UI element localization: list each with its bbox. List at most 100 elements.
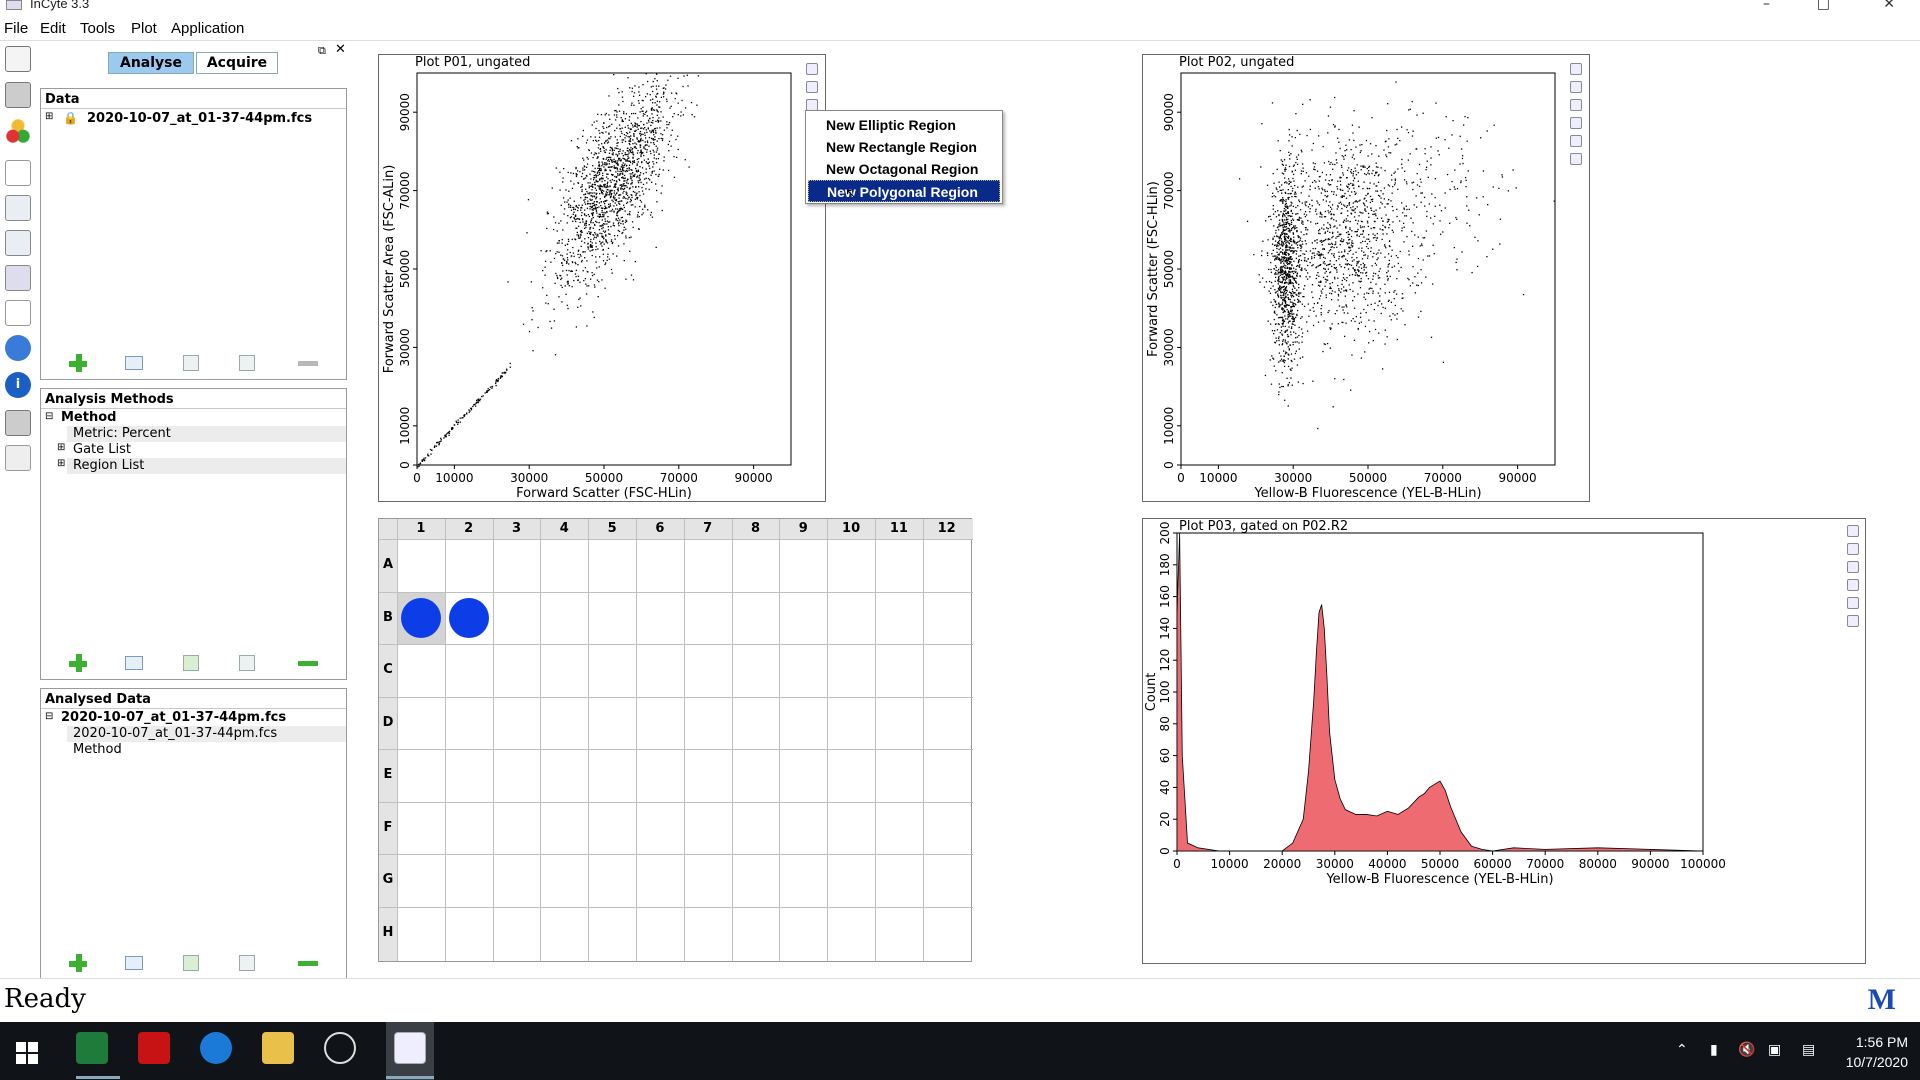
well-F3[interactable]	[494, 803, 541, 855]
region-list-item[interactable]: Region List	[73, 458, 145, 473]
well-B5[interactable]	[589, 593, 636, 645]
well-C10[interactable]	[828, 645, 875, 697]
color-icon[interactable]	[1847, 561, 1859, 573]
well-G5[interactable]	[589, 855, 636, 907]
edge-browser-icon[interactable]	[200, 1032, 232, 1064]
analysed-file-item[interactable]: 2020-10-07_at_01-37-44pm.fcs	[61, 710, 287, 725]
minimize-icon[interactable]: –	[1763, 0, 1770, 12]
well-G12[interactable]	[924, 855, 971, 907]
row-header[interactable]: G	[382, 872, 394, 888]
well-B11[interactable]	[876, 593, 923, 645]
well-E12[interactable]	[924, 750, 971, 802]
well-C5[interactable]	[589, 645, 636, 697]
metric-row[interactable]	[67, 426, 346, 442]
well-H12[interactable]	[924, 908, 971, 960]
well-D4[interactable]	[541, 698, 588, 750]
well-A8[interactable]	[733, 540, 780, 592]
well-H7[interactable]	[685, 908, 732, 960]
collapse-icon[interactable]: ⊟	[45, 711, 54, 722]
expand-gate-icon[interactable]: ⊞	[57, 442, 66, 453]
well-G3[interactable]	[494, 855, 541, 907]
menu-application[interactable]: Application	[171, 20, 245, 37]
well-H6[interactable]	[637, 908, 684, 960]
well-H10[interactable]	[828, 908, 875, 960]
well-D9[interactable]	[780, 698, 827, 750]
plot-p02-panel[interactable]: Plot P02, ungated 0 10000 30000 50000 70000 9…	[1142, 54, 1590, 502]
well-C1[interactable]	[398, 645, 445, 697]
export-icon[interactable]	[1847, 579, 1859, 591]
well-C2[interactable]	[446, 645, 493, 697]
well-A2[interactable]	[446, 540, 493, 592]
well-C9[interactable]	[780, 645, 827, 697]
well-E3[interactable]	[494, 750, 541, 802]
plot-p03-chart[interactable]: 0 10000 20000 30000 40000 50000 60000 70000 8000…	[1143, 519, 1865, 963]
plot-p02-chart[interactable]: 0 10000 30000 50000 70000 9000001000030000500…	[1143, 55, 1589, 501]
plot-p01-chart[interactable]: 0 10000 30000 50000 70000 9000001000030000500…	[379, 55, 825, 501]
add-icon[interactable]	[67, 352, 89, 374]
obs-icon[interactable]	[324, 1032, 356, 1064]
notifications-icon[interactable]: ▤	[1802, 1042, 1816, 1058]
remove-icon[interactable]	[296, 652, 318, 674]
zoom-icon[interactable]	[806, 63, 818, 75]
incyte-app-icon[interactable]	[394, 1032, 426, 1064]
well-C12[interactable]	[924, 645, 971, 697]
open-folder-icon[interactable]	[125, 356, 143, 370]
well-F7[interactable]	[685, 803, 732, 855]
well-F8[interactable]	[733, 803, 780, 855]
pdf-reader-icon[interactable]	[138, 1032, 170, 1064]
filter-icon[interactable]	[5, 445, 31, 471]
sliders-icon[interactable]	[5, 410, 31, 436]
well-A12[interactable]	[924, 540, 971, 592]
well-E6[interactable]	[637, 750, 684, 802]
well-C6[interactable]	[637, 645, 684, 697]
well-E2[interactable]	[446, 750, 493, 802]
well-E9[interactable]	[780, 750, 827, 802]
well-A11[interactable]	[876, 540, 923, 592]
tab-acquire[interactable]: Acquire	[196, 52, 278, 74]
well-D7[interactable]	[685, 698, 732, 750]
search-icon[interactable]	[1570, 153, 1582, 165]
well-sample-dot[interactable]	[448, 597, 489, 638]
copy-icon[interactable]	[239, 955, 255, 971]
well-G10[interactable]	[828, 855, 875, 907]
well-A3[interactable]	[494, 540, 541, 592]
import-icon[interactable]	[183, 955, 199, 971]
well-B9[interactable]	[780, 593, 827, 645]
open-folder-icon[interactable]	[125, 656, 143, 670]
calendar-icon[interactable]	[5, 230, 31, 256]
well-E7[interactable]	[685, 750, 732, 802]
gate-colors-icon[interactable]	[5, 118, 31, 144]
menu-item-elliptic[interactable]: New Elliptic Region	[826, 117, 956, 133]
remove-icon[interactable]	[296, 952, 318, 974]
well-F10[interactable]	[828, 803, 875, 855]
well-G9[interactable]	[780, 855, 827, 907]
well-F1[interactable]	[398, 803, 445, 855]
well-D11[interactable]	[876, 698, 923, 750]
expand-region-icon[interactable]: ⊞	[57, 458, 66, 469]
well-D8[interactable]	[733, 698, 780, 750]
network-icon[interactable]: ▣	[1768, 1042, 1782, 1058]
well-A4[interactable]	[541, 540, 588, 592]
analysed-method-item[interactable]: Method	[73, 742, 122, 757]
expand-icon[interactable]: ⊞	[45, 111, 54, 122]
table-icon[interactable]	[5, 195, 31, 221]
well-F11[interactable]	[876, 803, 923, 855]
column-header[interactable]: 2	[464, 521, 474, 536]
column-header[interactable]: 12	[937, 521, 956, 536]
tab-analyse[interactable]: Analyse	[108, 52, 194, 74]
region-row[interactable]	[67, 458, 346, 474]
file-explorer-icon[interactable]	[262, 1032, 294, 1064]
search-icon[interactable]	[1847, 615, 1859, 627]
well-H3[interactable]	[494, 908, 541, 960]
well-A7[interactable]	[685, 540, 732, 592]
well-C11[interactable]	[876, 645, 923, 697]
menu-item-polygonal[interactable]: New Polygonal Region	[808, 180, 1000, 202]
well-B3[interactable]	[494, 593, 541, 645]
well-E5[interactable]	[589, 750, 636, 802]
well-G11[interactable]	[876, 855, 923, 907]
well-D10[interactable]	[828, 698, 875, 750]
row-header[interactable]: C	[383, 662, 393, 678]
clock-date[interactable]: 10/7/2020	[1845, 1054, 1908, 1070]
remove-icon[interactable]	[296, 352, 318, 374]
well-B12[interactable]	[924, 593, 971, 645]
